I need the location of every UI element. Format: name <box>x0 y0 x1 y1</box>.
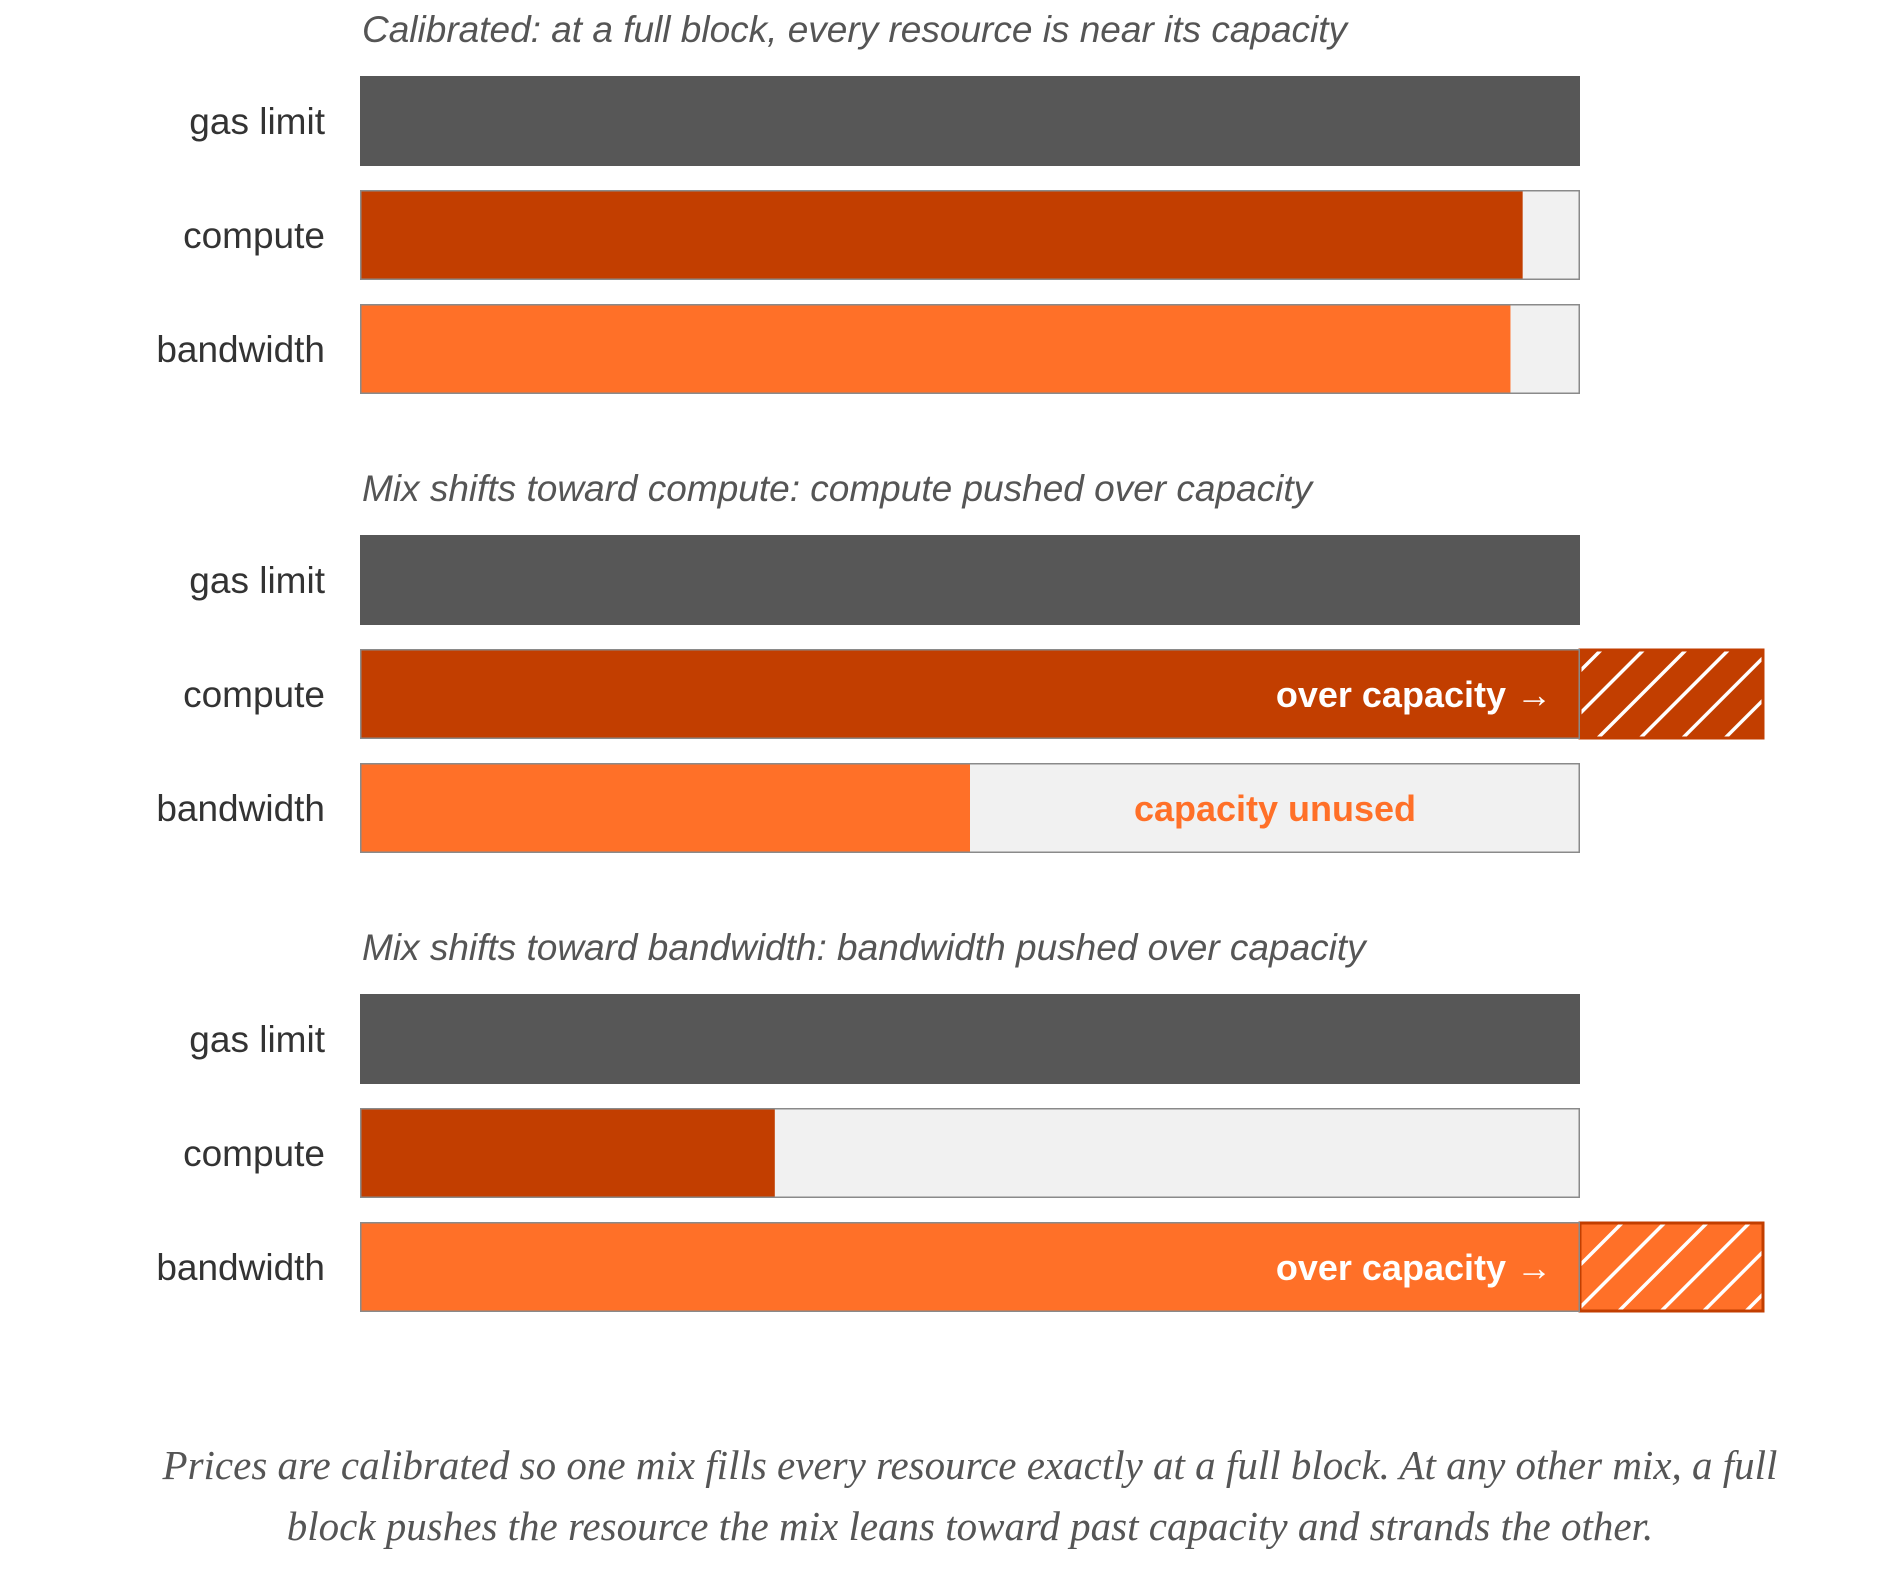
gas-limit-bar <box>360 535 1580 625</box>
over-capacity-note: over capacity → <box>1276 674 1552 715</box>
figure-caption: Prices are calibrated so one mix fills e… <box>162 1442 1778 1549</box>
category-label: gas limit <box>189 101 325 142</box>
compute-bar <box>360 649 1580 739</box>
bandwidth-bar <box>360 763 970 853</box>
chart-panel-3: Mix shifts toward bandwidth: bandwidth p… <box>156 927 1765 1313</box>
capacity-outline <box>360 763 1580 853</box>
category-label: bandwidth <box>156 788 325 829</box>
gas-limit-bar <box>360 994 1580 1084</box>
compute-bar <box>360 190 1523 280</box>
category-label: gas limit <box>189 560 325 601</box>
category-label: compute <box>183 215 325 256</box>
compute-bar <box>360 1108 775 1198</box>
chart-panel-2: Mix shifts toward compute: compute pushe… <box>156 468 1765 853</box>
gas-limit-bar <box>360 76 1580 166</box>
bandwidth-overflow-hatch <box>1578 1221 1765 1313</box>
panel-title: Mix shifts toward bandwidth: bandwidth p… <box>362 927 1368 968</box>
capacity-outline <box>360 190 1580 280</box>
category-label: compute <box>183 674 325 715</box>
over-capacity-note: over capacity → <box>1276 1247 1552 1288</box>
category-label: gas limit <box>189 1019 325 1060</box>
capacity-outline <box>360 649 1580 739</box>
bandwidth-bar <box>360 304 1511 394</box>
category-label: compute <box>183 1133 325 1174</box>
chart-panel-1: Calibrated: at a full block, every resou… <box>156 9 1580 394</box>
panel-title: Mix shifts toward compute: compute pushe… <box>362 468 1315 509</box>
category-label: bandwidth <box>156 329 325 370</box>
compute-overflow-hatch <box>1578 648 1765 740</box>
capacity-unused-note: capacity unused <box>1134 788 1416 829</box>
panel-title: Calibrated: at a full block, every resou… <box>362 9 1350 50</box>
capacity-outline <box>360 1222 1580 1312</box>
bandwidth-bar <box>360 1222 1580 1312</box>
chart-panels: Calibrated: at a full block, every resou… <box>156 9 1765 1313</box>
category-label: bandwidth <box>156 1247 325 1288</box>
capacity-outline <box>360 1108 1580 1198</box>
capacity-outline <box>360 304 1580 394</box>
